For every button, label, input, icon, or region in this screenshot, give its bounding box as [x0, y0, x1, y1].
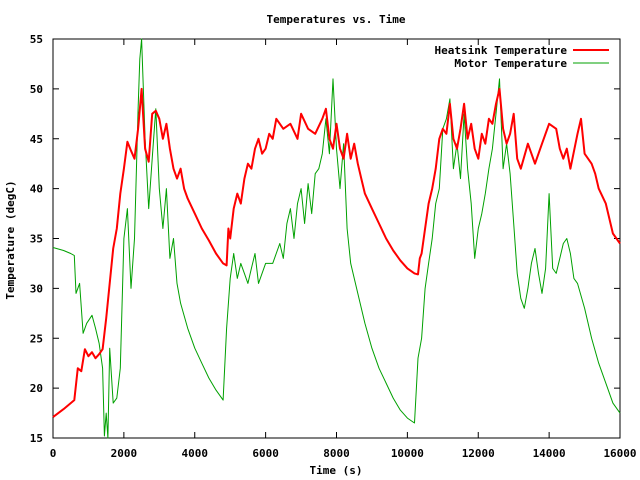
x-tick-label: 6000 [252, 447, 279, 460]
series-layer [52, 38, 621, 439]
y-tick-label: 15 [30, 432, 43, 445]
x-axis-ticks: 0 2000 4000 6000 8000 10000 12000 14000 16000 [50, 39, 637, 460]
x-tick-label: 10000 [391, 447, 424, 460]
x-tick-label: 4000 [182, 447, 209, 460]
x-axis-label: Time (s) [310, 464, 363, 477]
x-tick-label: 8000 [323, 447, 350, 460]
y-tick-label: 25 [30, 332, 43, 345]
x-tick-label: 12000 [462, 447, 495, 460]
legend-label: Heatsink Temperature [435, 44, 568, 57]
y-axis-ticks: 15 20 25 30 35 40 45 50 55 [30, 33, 620, 445]
legend-label: Motor Temperature [454, 57, 567, 70]
y-tick-label: 45 [30, 133, 43, 146]
x-tick-label: 14000 [533, 447, 566, 460]
chart-title: Temperatures vs. Time [266, 13, 405, 26]
x-tick-label: 16000 [603, 447, 636, 460]
y-tick-label: 35 [30, 233, 43, 246]
y-tick-label: 30 [30, 282, 43, 295]
series-line-motor-temperature [52, 38, 621, 439]
y-tick-label: 40 [30, 183, 43, 196]
x-tick-label: 2000 [111, 447, 138, 460]
y-axis-label: Temperature (degC) [4, 180, 17, 299]
y-tick-label: 55 [30, 33, 43, 46]
y-tick-label: 20 [30, 382, 43, 395]
y-tick-label: 50 [30, 83, 43, 96]
series-line-heatsink-temperature [52, 87, 621, 418]
x-tick-label: 0 [50, 447, 57, 460]
